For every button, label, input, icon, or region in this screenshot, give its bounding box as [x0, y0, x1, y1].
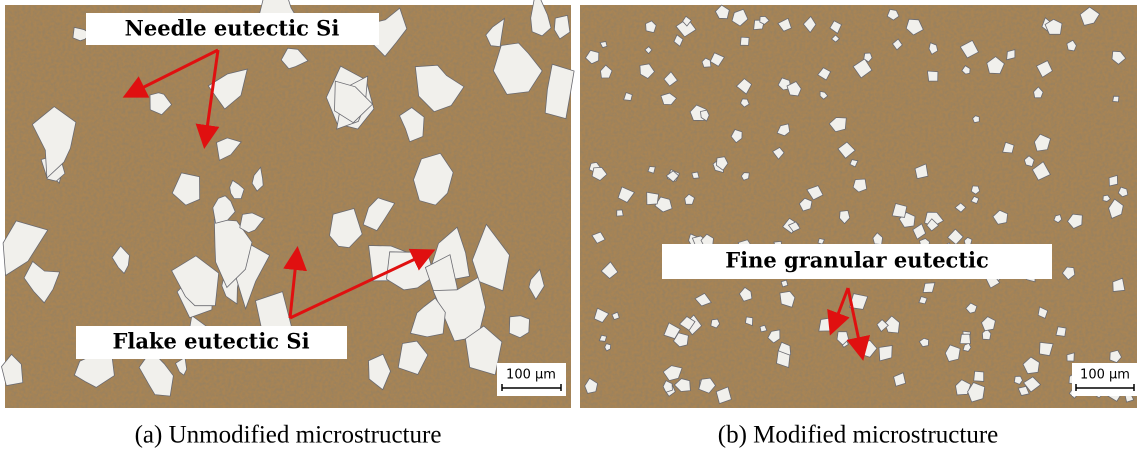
label: Needle eutectic Si — [125, 16, 340, 41]
figure: Needle eutectic Si Flake eutectic Si Fin… — [0, 0, 1139, 458]
particle — [1056, 327, 1066, 337]
particle — [692, 172, 699, 178]
particle — [1113, 96, 1119, 102]
page: {"panels": [ {"labels": ["Needle eutecti… — [0, 0, 1139, 458]
caption: (a) Unmodified microstructure — [135, 422, 442, 449]
caption: (b) Modified microstructure — [718, 422, 998, 449]
particle — [740, 37, 749, 45]
particle — [647, 192, 659, 204]
particle — [960, 334, 971, 344]
label: Fine granular eutectic — [725, 248, 989, 273]
scale-bar-label: 100 µm — [506, 368, 556, 383]
panel-b — [580, 5, 1137, 408]
particle — [617, 210, 624, 216]
particle — [781, 280, 788, 287]
scale-bar-label: 100 µm — [1080, 368, 1130, 383]
label: Flake eutectic Si — [112, 329, 309, 354]
particle — [1007, 50, 1015, 60]
body: Needle eutectic Si Flake eutectic Si Fin… — [0, 0, 1139, 458]
particle — [974, 371, 984, 381]
particle — [927, 71, 938, 81]
